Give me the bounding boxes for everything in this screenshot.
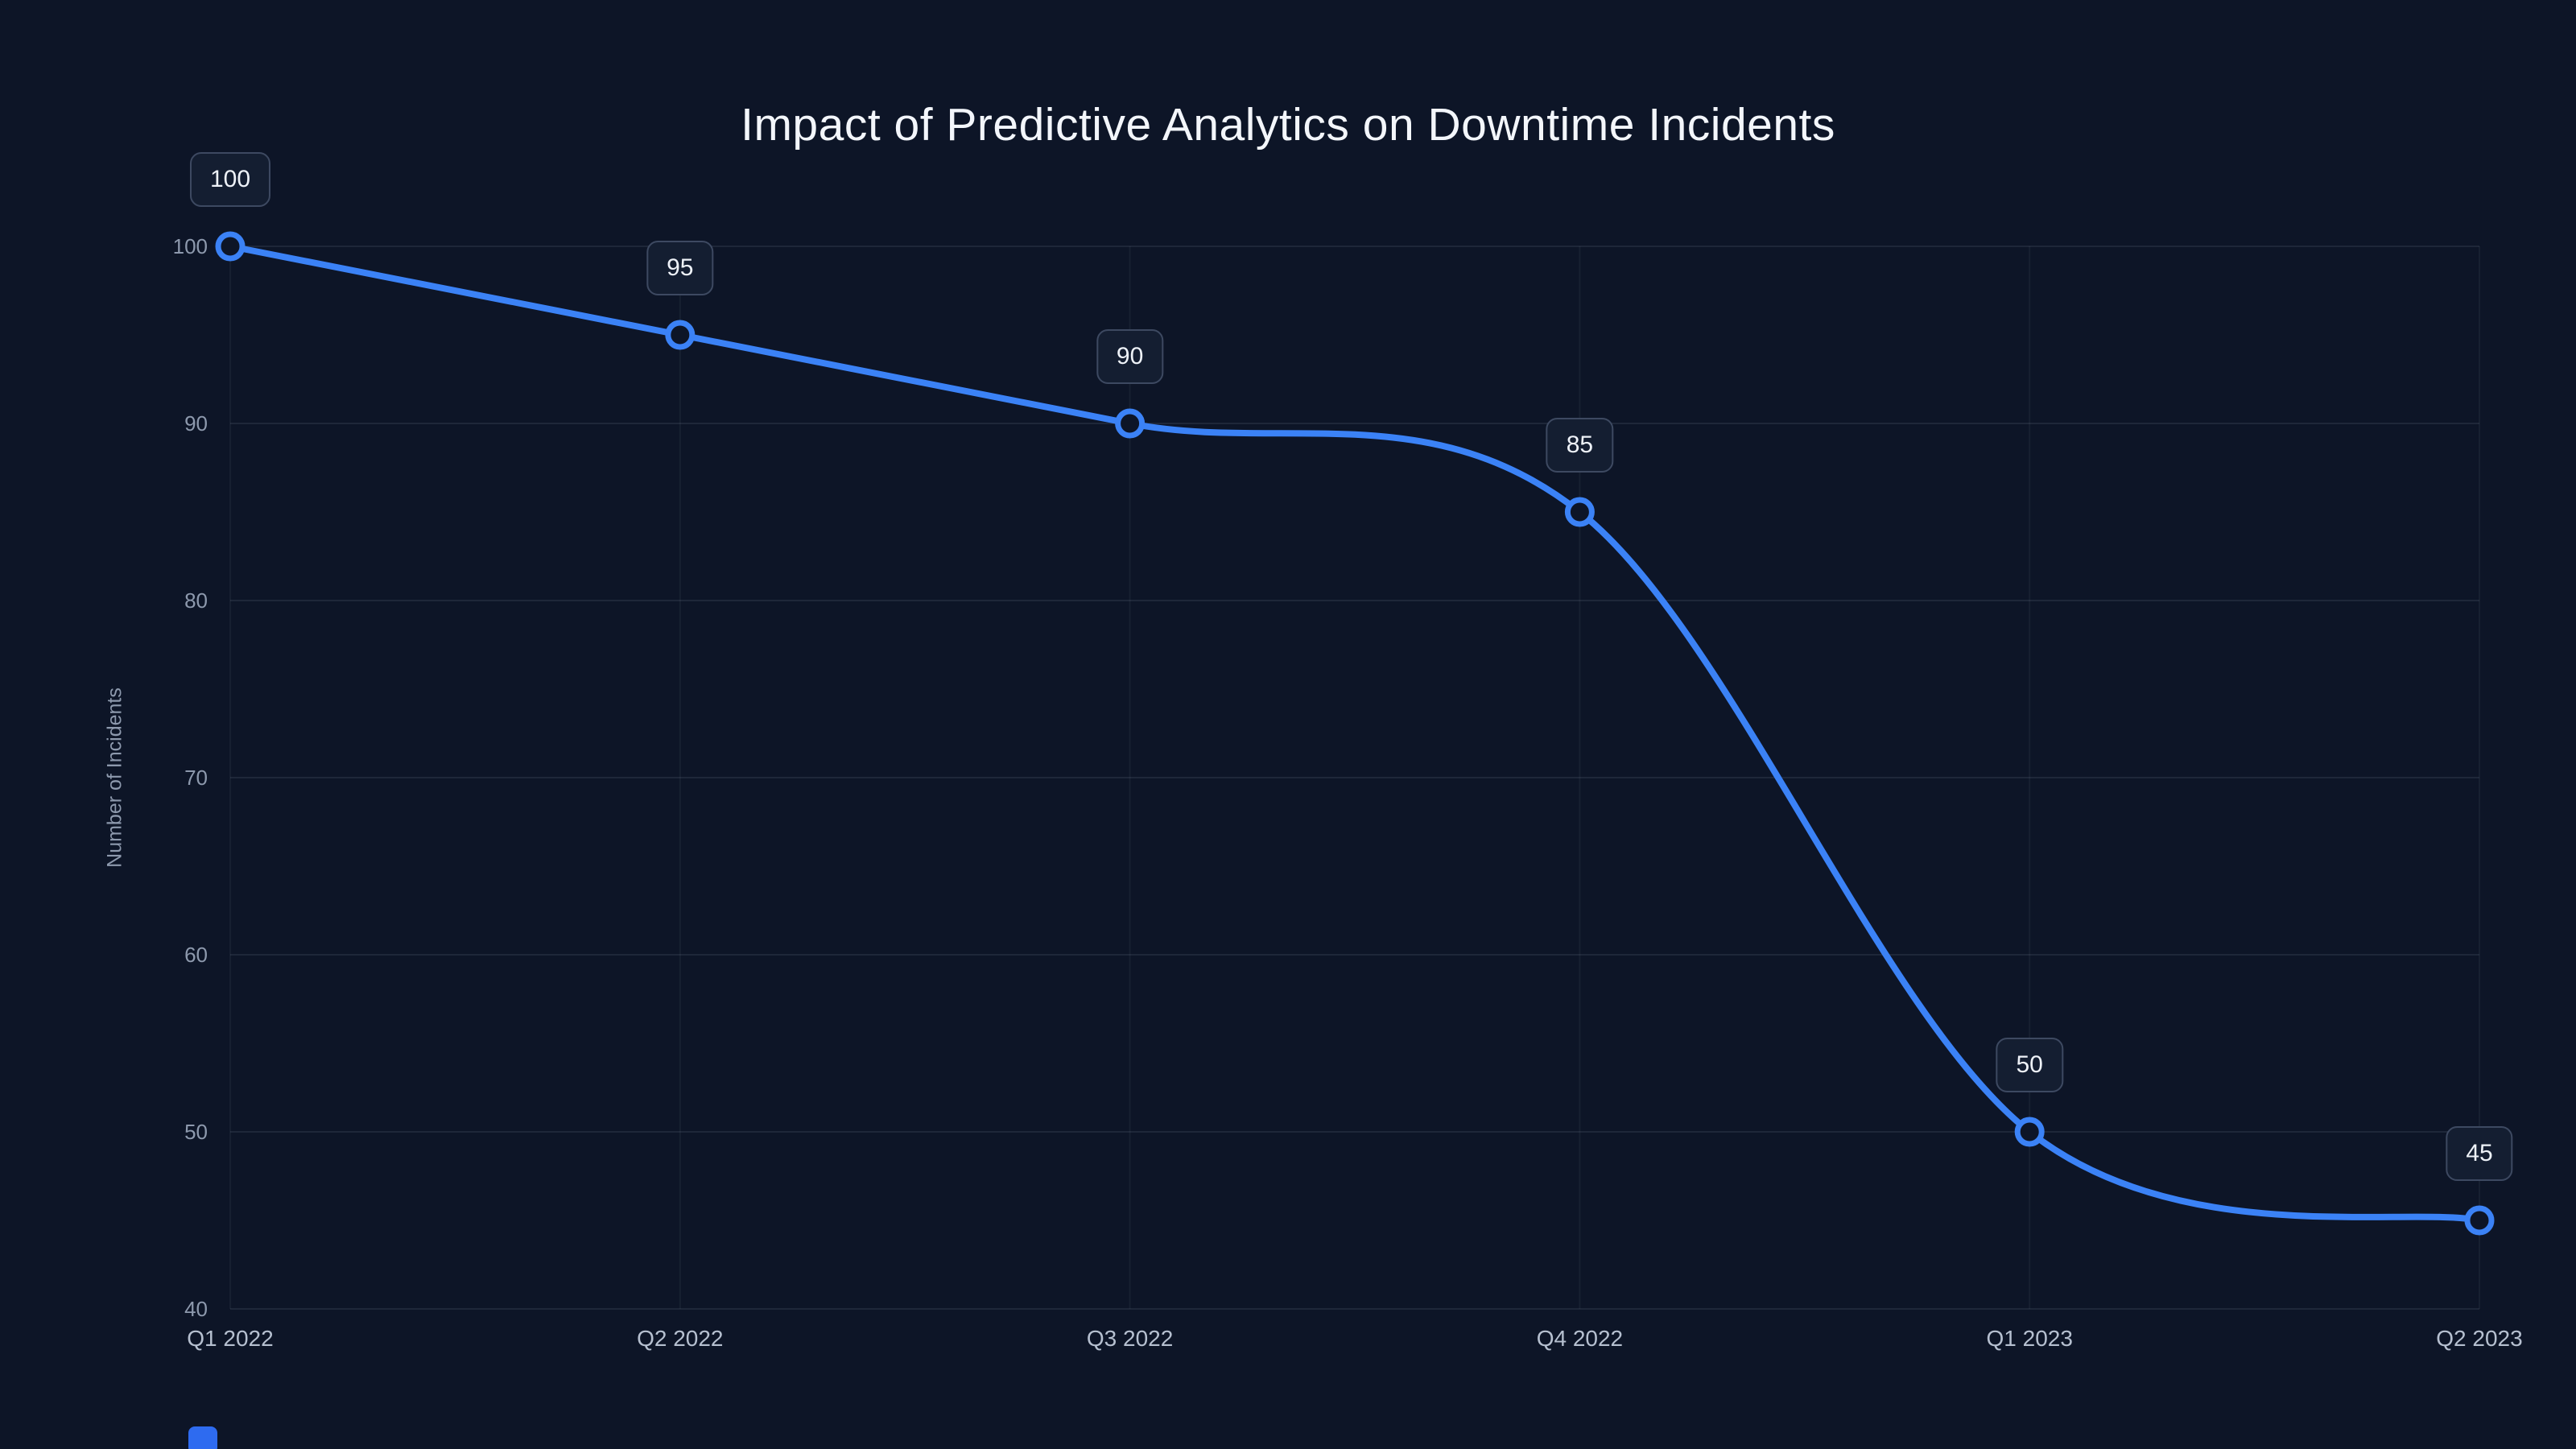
- y-axis-tick-label: 40: [184, 1297, 208, 1321]
- data-point-marker: [665, 320, 696, 350]
- x-axis-tick-label: Q3 2022: [1087, 1326, 1173, 1351]
- point-value-label: 45: [2446, 1126, 2513, 1181]
- y-axis-tick-label: 80: [184, 588, 208, 613]
- data-point-marker: [1115, 408, 1146, 439]
- chart-title: Impact of Predictive Analytics on Downti…: [741, 99, 1835, 151]
- point-value-label: 85: [1546, 418, 1614, 473]
- y-axis-tick-label: 90: [184, 411, 208, 436]
- point-value-label: 100: [189, 152, 271, 207]
- x-axis-tick-label: Q1 2023: [1986, 1326, 2072, 1351]
- x-axis-tick-label: Q2 2022: [637, 1326, 723, 1351]
- x-axis-tick-label: Q2 2023: [2436, 1326, 2522, 1351]
- x-axis-tick-label: Q1 2022: [187, 1326, 273, 1351]
- point-value-label: 50: [1996, 1038, 2063, 1092]
- y-axis-tick-label: 70: [184, 766, 208, 790]
- point-value-label: 90: [1096, 329, 1164, 384]
- y-axis-tick-label: 50: [184, 1120, 208, 1144]
- point-value-label: 95: [646, 241, 714, 295]
- data-point-marker: [215, 231, 246, 262]
- y-axis-tick-label: 60: [184, 943, 208, 967]
- series-line: [227, 243, 2483, 1224]
- data-point-marker: [2014, 1117, 2045, 1147]
- data-point-marker: [1564, 497, 1595, 527]
- bottom-left-blue-mark: [188, 1426, 217, 1449]
- x-axis-tick-label: Q4 2022: [1537, 1326, 1623, 1351]
- y-axis-tick-label: 100: [173, 234, 208, 258]
- data-point-marker: [2464, 1205, 2495, 1236]
